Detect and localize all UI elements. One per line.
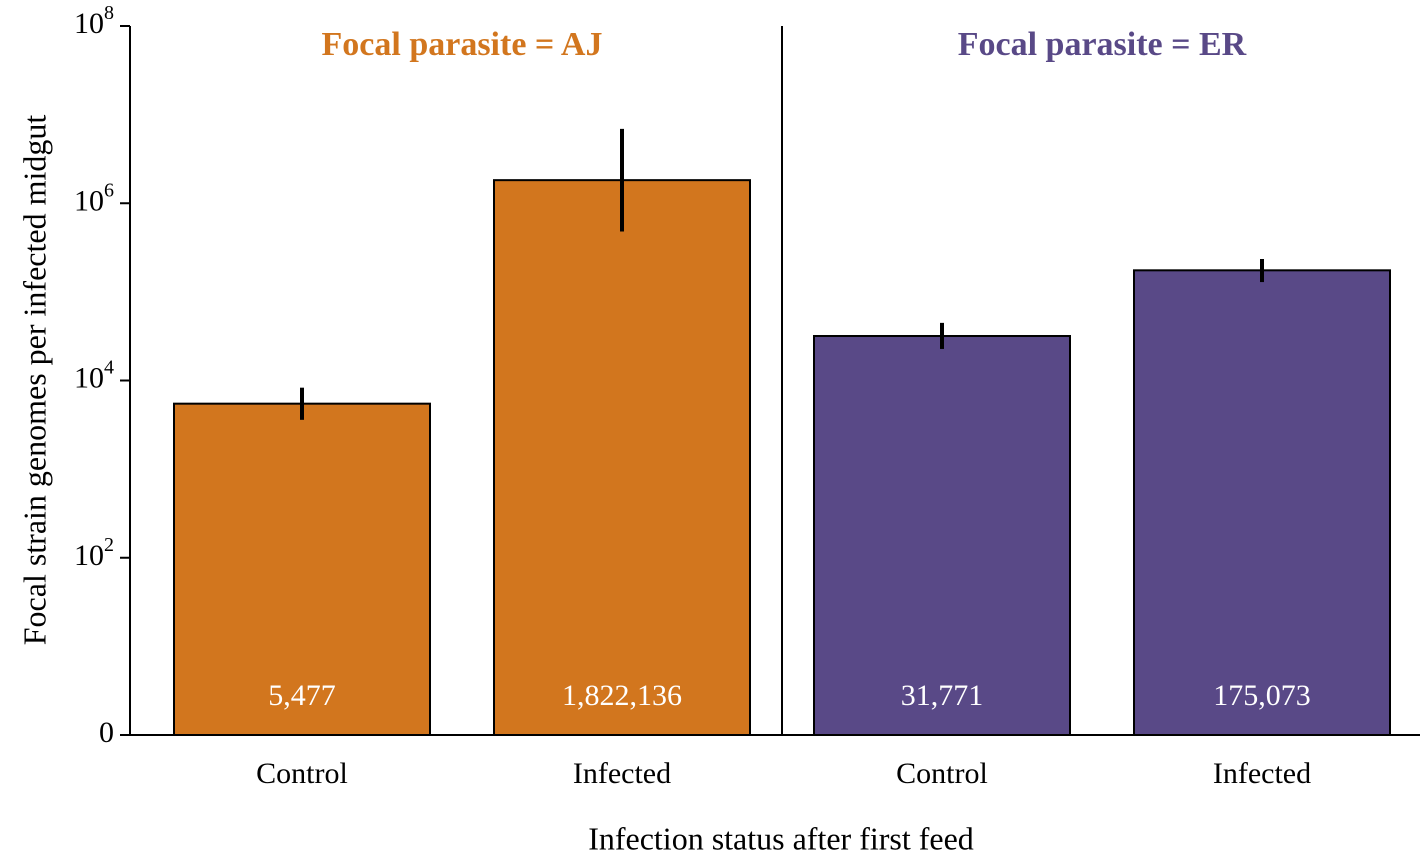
bar (813, 335, 1071, 736)
x-tick-label: Infected (573, 757, 671, 790)
value-label: 1,822,136 (562, 679, 682, 712)
value-label: 175,073 (1213, 679, 1311, 712)
x-axis-label: Infection status after first feed (588, 820, 974, 856)
y-tick-label: 104 (74, 356, 114, 394)
y-tick-label: 106 (74, 179, 114, 217)
x-tick-label: Infected (1213, 757, 1311, 790)
bar (173, 402, 431, 736)
bar (1133, 269, 1391, 736)
bar (493, 179, 751, 737)
value-label: 5,477 (268, 679, 336, 712)
y-axis-label: Focal strain genomes per infected midgut (16, 115, 52, 646)
y-tick-label: 0 (99, 716, 114, 749)
y-tick-label: 102 (74, 533, 114, 571)
panel-title: Focal parasite = AJ (322, 26, 603, 63)
value-label: 31,771 (901, 679, 984, 712)
y-tick-label: 108 (74, 2, 114, 40)
x-tick-label: Control (256, 757, 348, 790)
panel-title: Focal parasite = ER (958, 26, 1247, 63)
x-tick-label: Control (896, 757, 988, 790)
